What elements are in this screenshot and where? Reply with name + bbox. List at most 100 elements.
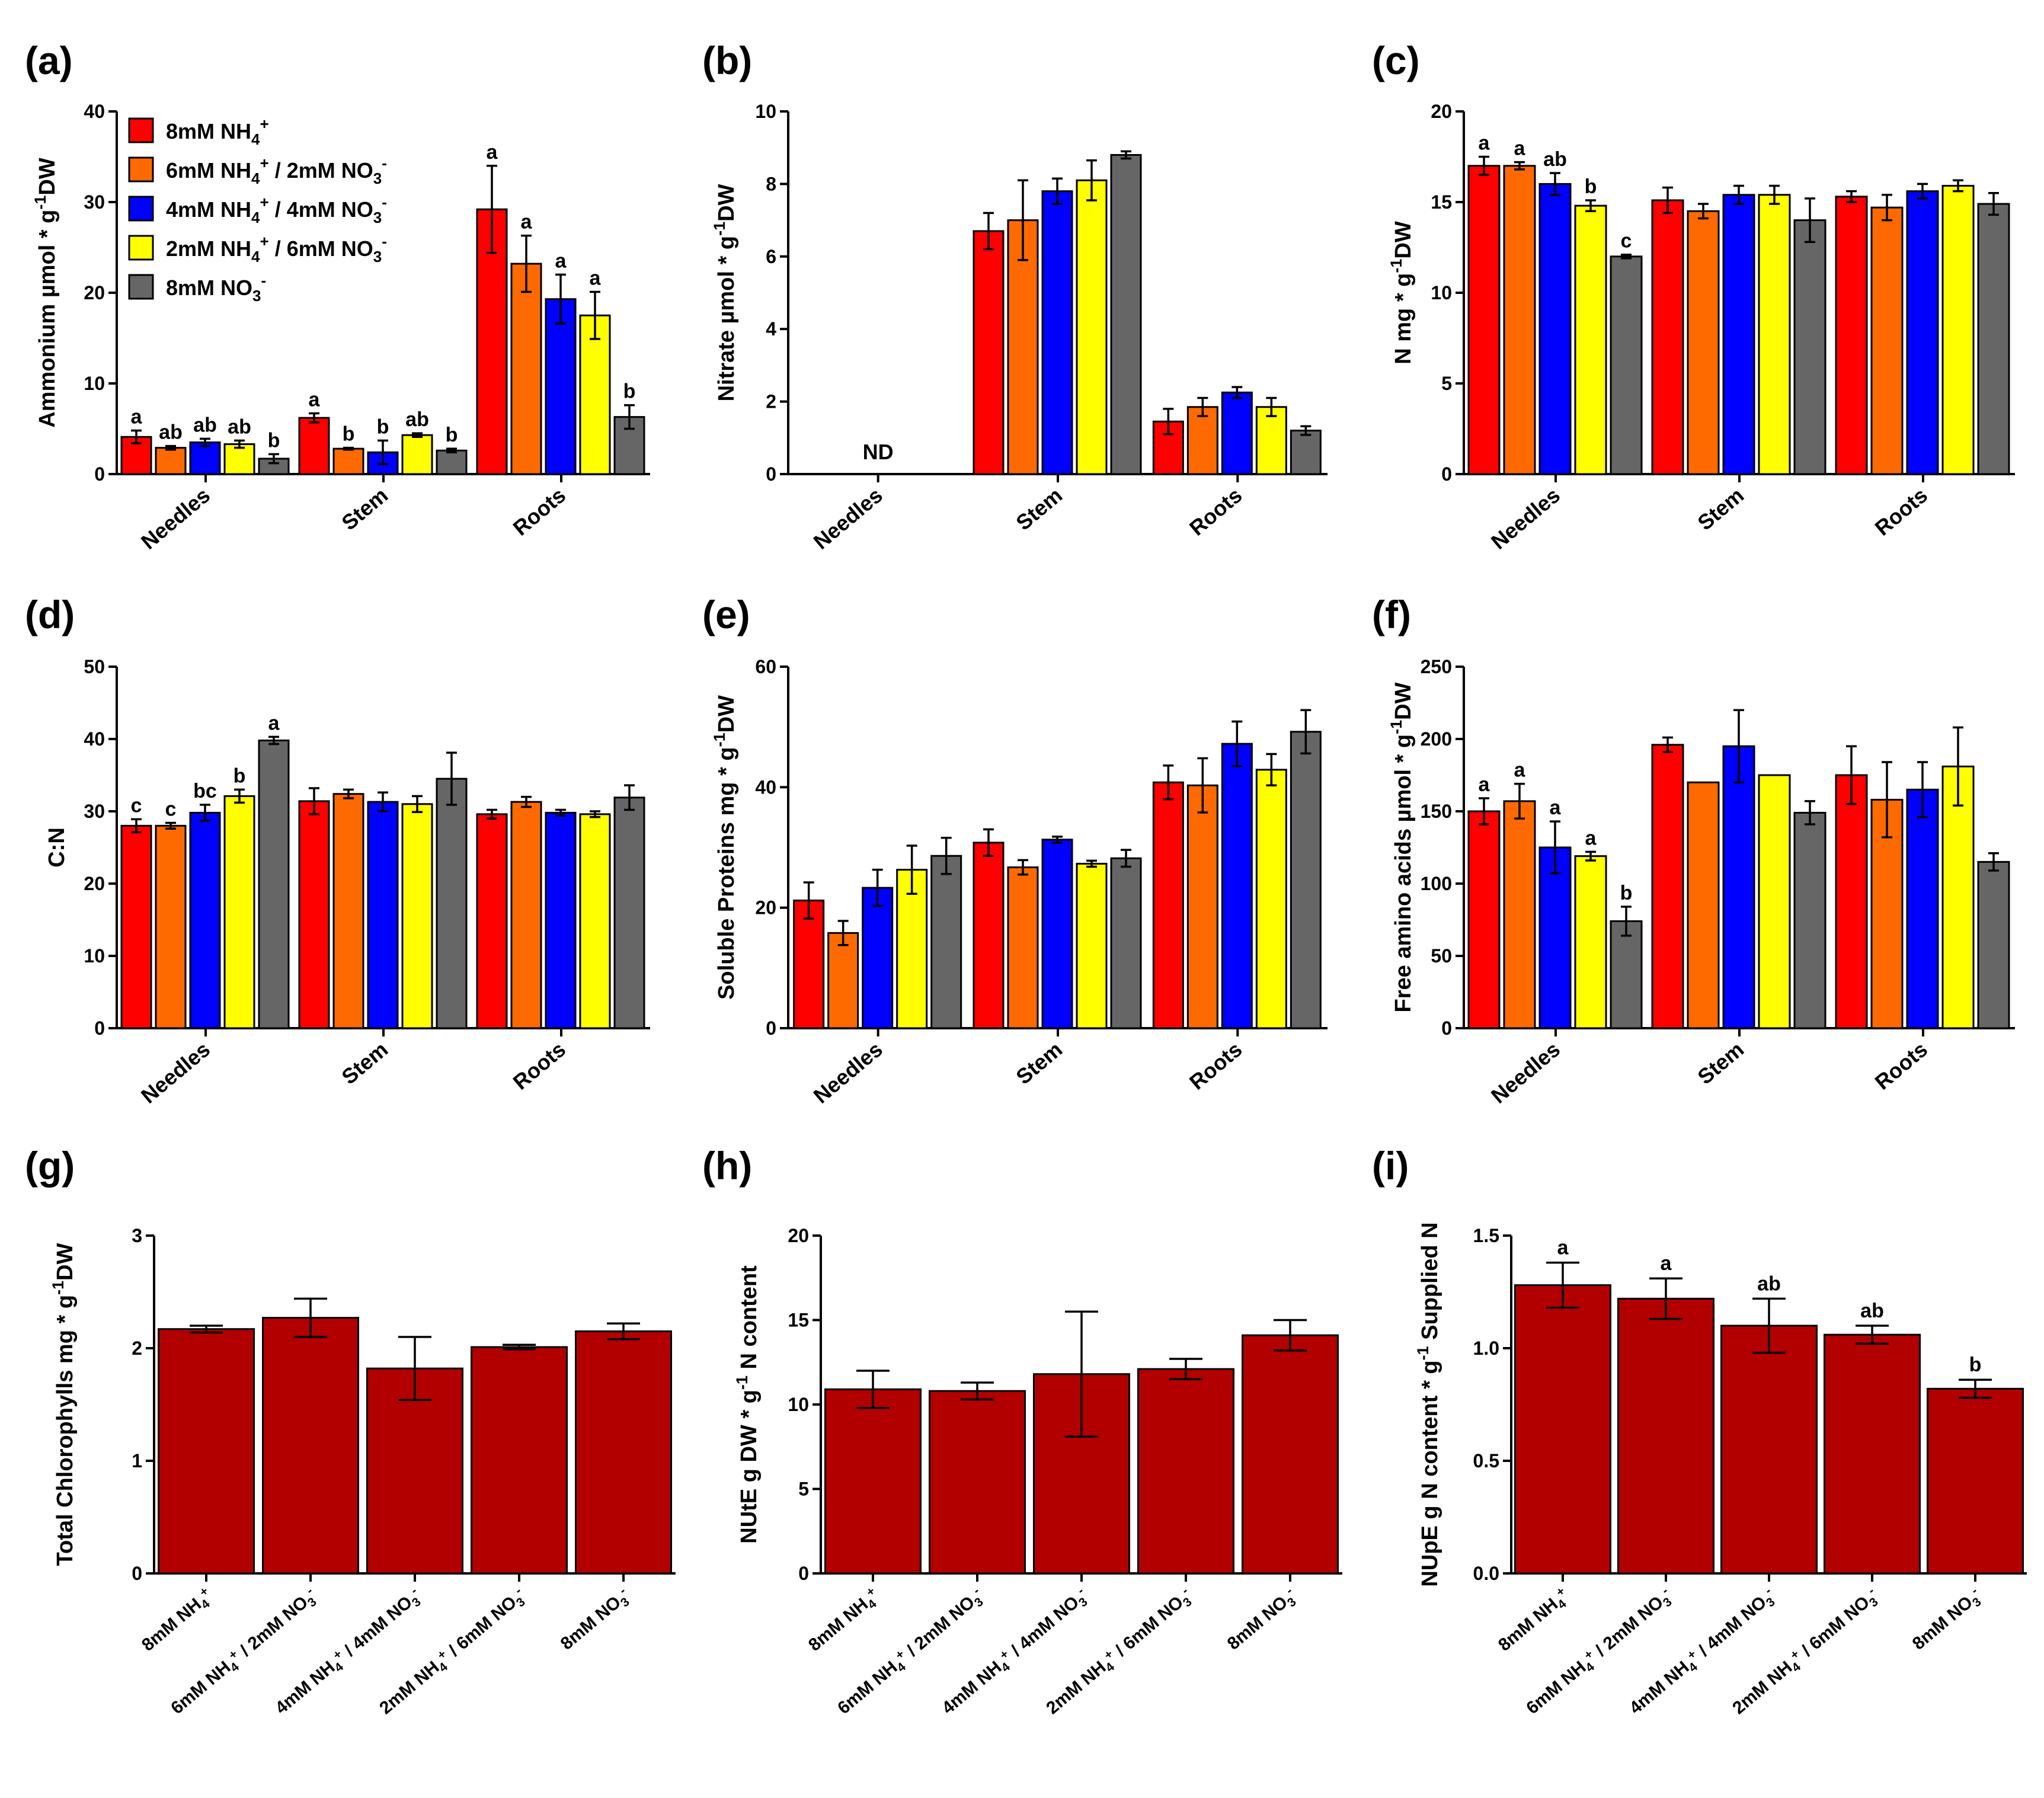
bar	[1824, 1333, 1921, 1575]
legend-entry: 6mM NH4+​ / 2mM NO3-​	[128, 154, 387, 187]
bar	[1941, 184, 1975, 475]
bar	[973, 230, 1005, 475]
significance-letter: a	[131, 406, 143, 428]
panel-letter: (b)	[702, 39, 752, 82]
y-tick-label: 20	[1431, 101, 1452, 122]
bar	[1906, 788, 1939, 1029]
y-tick-label: 30	[84, 801, 105, 822]
x-category-label: Roots	[1185, 1037, 1246, 1095]
bar	[1977, 860, 2010, 1029]
bar	[367, 801, 399, 1029]
y-tick-label: 20	[755, 897, 776, 919]
y-tick-label: 4	[766, 318, 776, 340]
x-category-label: 8mM NH4+​	[804, 1584, 885, 1658]
y-tick-label: 2	[132, 1338, 142, 1359]
bar	[1835, 196, 1868, 475]
bar	[1870, 206, 1904, 475]
bar	[575, 1330, 672, 1575]
significance-letter: b	[446, 424, 458, 446]
y-axis-label: N mg * g-1​DW	[1387, 221, 1416, 364]
bar	[332, 447, 364, 475]
bar	[189, 811, 221, 1029]
panel-b: (b) 0 2 4 6 8 10 Nitrate µmol * g-1​DW Needles St…	[702, 39, 1328, 554]
y-tick-label: 0	[1441, 1018, 1452, 1039]
y-axis-label: C:N	[44, 827, 69, 868]
bar	[1574, 855, 1607, 1029]
significance-letter: ab	[1757, 1272, 1781, 1295]
y-tick-label: 250	[1421, 656, 1452, 677]
bar	[824, 1388, 922, 1575]
bar	[1610, 920, 1643, 1029]
bar	[1651, 744, 1684, 1029]
legend-swatch	[128, 274, 154, 300]
panel-letter: (c)	[1372, 39, 1420, 82]
y-tick-label: 15	[1431, 191, 1452, 213]
bar	[1255, 769, 1287, 1029]
bar	[436, 449, 468, 475]
y-tick-label: 10	[788, 1394, 809, 1415]
bar	[1503, 800, 1536, 1029]
bar	[1221, 743, 1253, 1029]
significance-letter: ab	[193, 414, 217, 436]
bar	[930, 855, 962, 1029]
legend-label: 4mM NH4+​ / 4mM NO3-​	[166, 193, 387, 226]
y-tick-label: 100	[1421, 873, 1452, 894]
y-tick-label: 2	[766, 391, 776, 412]
y-tick-label: 0	[94, 463, 105, 485]
y-axis-label: Free amino acids µmol * g-1​DW	[1387, 682, 1416, 1012]
x-category-label: 8mM NH4+​	[1493, 1584, 1575, 1658]
panel-g: (g) 0 1 2 3 Total Chlorophylls mg * g-1​DW 8mM…	[25, 1144, 676, 1718]
bar	[973, 842, 1005, 1029]
x-category-label: Stem	[1693, 1037, 1748, 1089]
y-tick-label: 20	[84, 282, 105, 303]
y-tick-label: 10	[84, 373, 105, 394]
x-category-label: 8mM NO3-​	[1908, 1584, 1987, 1656]
significance-letter: c	[165, 798, 177, 821]
bar	[223, 795, 255, 1029]
y-axis-label: Ammonium µmol * g-1​DW	[31, 158, 60, 428]
y-tick-label: 10	[84, 945, 105, 967]
panel-i: (i) 0.0 0.5 1.0 1.5 NUpE g N content * g-1​ S…	[1372, 1144, 2027, 1718]
bar	[155, 447, 187, 475]
bar	[1186, 784, 1218, 1029]
x-category-label: Roots	[1870, 483, 1932, 540]
x-category-label: Roots	[508, 483, 570, 540]
significance-letter: b	[377, 415, 389, 438]
bar	[436, 778, 468, 1029]
bar	[1538, 846, 1572, 1029]
bar	[1110, 857, 1142, 1029]
panel-letter: (e)	[702, 593, 750, 636]
legend-label: 6mM NH4+​ / 2mM NO3-​	[166, 154, 387, 187]
bar	[579, 813, 611, 1029]
x-category-label: Needles	[136, 1037, 215, 1108]
significance-letter: a	[1479, 132, 1490, 155]
bar	[1007, 866, 1039, 1029]
panel-h: (h) 0 5 10 15 20 NUtE g DW * g-1​ N content 8mM…	[702, 1144, 1342, 1718]
significance-letter: a	[555, 249, 567, 272]
bar	[1076, 862, 1108, 1029]
bar	[1503, 165, 1536, 475]
bar	[401, 434, 433, 475]
bar	[120, 824, 152, 1029]
bar	[1906, 190, 1939, 475]
bar	[827, 932, 859, 1029]
bar	[298, 417, 330, 475]
bar	[896, 869, 928, 1029]
legend: 8mM NH4+​ 6mM NH4+​ / 2mM NO3-​ 4mM NH4+​ …	[128, 115, 387, 305]
panel-letter: (a)	[25, 39, 73, 82]
x-category-label: Needles	[809, 1037, 887, 1108]
bar	[1722, 194, 1755, 475]
bar	[1152, 781, 1184, 1029]
bar	[471, 1346, 568, 1575]
y-tick-label: 0.5	[1473, 1450, 1499, 1471]
y-tick-label: 30	[84, 191, 105, 213]
y-tick-label: 0	[766, 463, 776, 485]
significance-letter: a	[1661, 1252, 1672, 1275]
y-tick-label: 10	[1431, 282, 1452, 303]
bar	[1467, 810, 1501, 1029]
bar	[158, 1328, 255, 1575]
bar	[1290, 731, 1322, 1029]
